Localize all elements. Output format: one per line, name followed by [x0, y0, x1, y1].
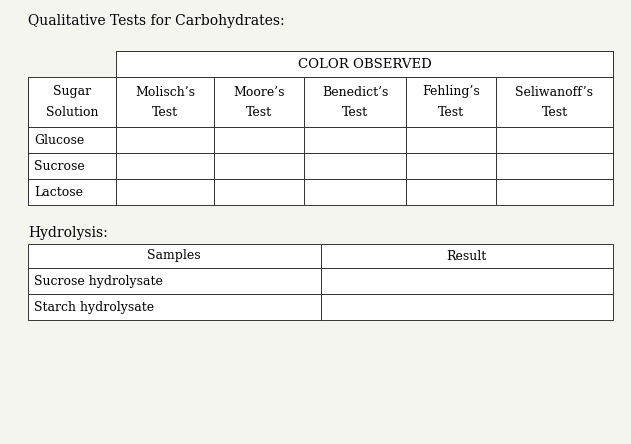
Text: Seliwanoff’s: Seliwanoff’s: [516, 86, 594, 99]
Bar: [116, 153, 214, 179]
Text: Sucrose hydrolysate: Sucrose hydrolysate: [34, 274, 163, 288]
Bar: [304, 153, 406, 179]
Text: Hydrolysis:: Hydrolysis:: [28, 226, 108, 240]
Bar: [304, 77, 406, 127]
Bar: [116, 51, 613, 77]
Bar: [28, 294, 321, 320]
Bar: [28, 153, 116, 179]
Bar: [304, 127, 406, 153]
Text: Qualitative Tests for Carbohydrates:: Qualitative Tests for Carbohydrates:: [28, 14, 285, 28]
Text: Moore’s: Moore’s: [233, 86, 285, 99]
Bar: [406, 127, 496, 153]
Bar: [214, 179, 304, 205]
Bar: [496, 153, 613, 179]
Text: Benedict’s: Benedict’s: [322, 86, 388, 99]
Text: Lactose: Lactose: [34, 186, 83, 198]
Bar: [28, 127, 116, 153]
Text: Molisch’s: Molisch’s: [135, 86, 195, 99]
Bar: [406, 179, 496, 205]
Text: Fehling’s: Fehling’s: [422, 86, 480, 99]
Text: Test: Test: [342, 106, 368, 119]
Text: Sugar: Sugar: [53, 86, 91, 99]
Text: Test: Test: [246, 106, 272, 119]
Text: Glucose: Glucose: [34, 134, 85, 147]
Text: Test: Test: [438, 106, 464, 119]
Bar: [214, 127, 304, 153]
Bar: [321, 244, 613, 268]
Text: Solution: Solution: [46, 106, 98, 119]
Bar: [28, 179, 116, 205]
Bar: [116, 179, 214, 205]
Text: Test: Test: [152, 106, 178, 119]
Text: Test: Test: [541, 106, 567, 119]
Bar: [406, 153, 496, 179]
Bar: [28, 77, 116, 127]
Bar: [116, 77, 214, 127]
Bar: [214, 153, 304, 179]
Bar: [214, 77, 304, 127]
Bar: [321, 268, 613, 294]
Bar: [28, 268, 321, 294]
Text: Samples: Samples: [148, 250, 201, 262]
Text: COLOR OBSERVED: COLOR OBSERVED: [298, 58, 432, 71]
Text: Sucrose: Sucrose: [34, 159, 85, 173]
Bar: [406, 77, 496, 127]
Bar: [321, 294, 613, 320]
Bar: [496, 127, 613, 153]
Text: Result: Result: [447, 250, 487, 262]
Bar: [496, 179, 613, 205]
Bar: [496, 77, 613, 127]
Bar: [304, 179, 406, 205]
Bar: [116, 127, 214, 153]
Bar: [28, 244, 321, 268]
Text: Starch hydrolysate: Starch hydrolysate: [34, 301, 154, 313]
